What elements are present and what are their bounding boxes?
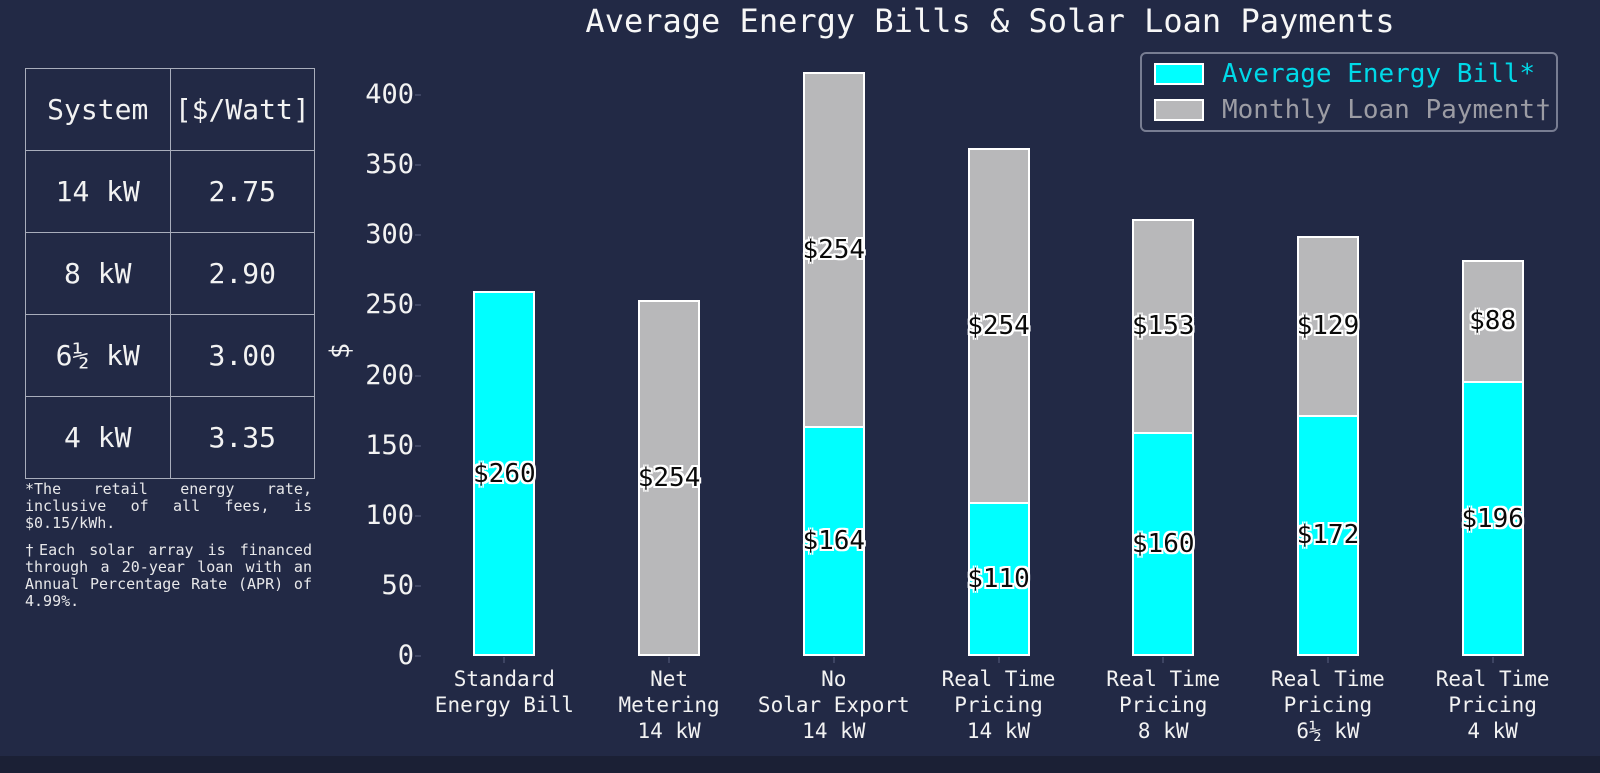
y-tick-label: 100: [365, 499, 414, 531]
table-row: 14 kW 2.75: [25, 150, 315, 233]
stacked-bar: $254: [637, 299, 701, 656]
x-tick-mark: [1326, 657, 1329, 663]
footnote-energy-rate: *The retail energy rate, inclusive of al…: [25, 480, 312, 532]
table-cell: 2.90: [169, 232, 315, 315]
bar-segment-energy-bill: $260: [473, 291, 536, 656]
price-table: System [$/Watt] 14 kW 2.75 8 kW 2.90 6½ kW 3.…: [25, 68, 315, 479]
y-tick-mark: [415, 584, 421, 587]
table-header-system: System: [25, 68, 171, 151]
x-tick-mark: [997, 657, 1000, 663]
table-cell: 8 kW: [25, 232, 171, 315]
table-header-price-per-watt: [$/Watt]: [169, 68, 315, 151]
stacked-bar: $172 $129: [1296, 235, 1360, 656]
x-category-label: Real Time Pricing 14 kW: [941, 667, 1056, 743]
bar-segment-loan-payment: $129: [1296, 235, 1360, 417]
stacked-bar: $164 $254: [802, 71, 866, 656]
table-cell: 3.00: [169, 314, 315, 397]
bar-segment-loan-payment: $88: [1461, 259, 1524, 384]
bar-segment-loan-payment: $153: [1131, 219, 1195, 434]
bar-value-label: $160: [1131, 528, 1195, 559]
y-tick-label: 400: [365, 79, 414, 111]
table-cell: 3.35: [169, 396, 315, 479]
bar-segment-energy-bill: $164: [802, 426, 866, 656]
x-tick-mark: [1162, 657, 1165, 663]
bar-segment-energy-bill: $196: [1461, 381, 1524, 656]
legend-item-loan-payment: Monthly Loan Payment†: [1154, 94, 1551, 127]
bar-value-label: $254: [637, 462, 701, 493]
y-tick-mark: [415, 94, 421, 97]
table-row: 6½ kW 3.00: [25, 314, 315, 397]
y-tick-mark: [415, 164, 421, 167]
y-tick-mark: [415, 304, 421, 307]
table-row: 4 kW 3.35: [25, 396, 315, 479]
x-category-label: Real Time Pricing 8 kW: [1106, 667, 1221, 743]
y-tick-mark: [415, 374, 421, 377]
legend-swatch-cyan-icon: [1154, 63, 1204, 86]
x-category-label: No Solar Export 14 kW: [757, 667, 910, 743]
stacked-bar: $110 $254: [967, 147, 1030, 656]
y-tick-label: 50: [381, 569, 414, 601]
table-cell: 4 kW: [25, 396, 171, 479]
bar-value-label: $172: [1296, 520, 1360, 551]
y-tick-label: 250: [365, 289, 414, 321]
chart-title: Average Energy Bills & Solar Loan Paymen…: [585, 2, 1395, 40]
bar-value-label: $110: [967, 563, 1030, 594]
y-tick-mark: [415, 234, 421, 237]
bar-value-label: $260: [473, 458, 536, 489]
legend-label: Monthly Loan Payment†: [1222, 94, 1551, 125]
bottom-strip: [0, 756, 1600, 773]
legend-swatch-silver-icon: [1154, 98, 1204, 121]
x-category-label: Net Metering 14 kW: [618, 667, 720, 743]
y-tick-label: 150: [365, 429, 414, 461]
table-cell: 14 kW: [25, 150, 171, 233]
table-header-row: System [$/Watt]: [25, 68, 315, 151]
y-tick-label: 0: [397, 640, 414, 671]
legend-item-energy-bill: Average Energy Bill*: [1154, 58, 1544, 91]
bar-value-label: $196: [1461, 503, 1524, 534]
x-category-label: Standard Energy Bill: [434, 667, 574, 717]
y-tick-mark: [415, 514, 421, 517]
bar-segment-energy-bill: $172: [1296, 414, 1360, 656]
x-category-label: Real Time Pricing 6½ kW: [1271, 667, 1385, 743]
y-tick-label: 200: [365, 359, 414, 391]
bar-segment-loan-payment: $254: [802, 71, 866, 429]
stacked-bar: $260: [473, 291, 536, 656]
y-tick-mark: [415, 444, 421, 447]
x-tick-mark: [503, 657, 506, 663]
stacked-bar: $196 $88: [1461, 259, 1524, 656]
legend-label: Average Energy Bill*: [1222, 59, 1536, 90]
bar-value-label: $164: [802, 526, 866, 556]
bar-value-label: $153: [1131, 311, 1195, 342]
bar-value-label: $129: [1296, 311, 1360, 342]
y-tick-mark: [415, 655, 421, 657]
footnote-loan-terms: †Each solar array is financed through a …: [25, 541, 312, 610]
table-cell: 6½ kW: [25, 314, 171, 397]
x-tick-mark: [832, 657, 835, 663]
legend: Average Energy Bill* Monthly Loan Paymen…: [1140, 52, 1558, 132]
bar-segment-loan-payment: $254: [967, 147, 1030, 504]
x-category-label: Real Time Pricing 4 kW: [1435, 667, 1550, 743]
stacked-bar: $160 $153: [1131, 219, 1195, 656]
y-tick-label: 300: [365, 219, 414, 251]
bar-value-label: $88: [1469, 306, 1517, 337]
y-tick-label: 350: [365, 149, 414, 181]
bar-value-label: $254: [802, 234, 866, 265]
table-cell: 2.75: [169, 150, 315, 233]
x-tick-mark: [668, 657, 671, 663]
bar-segment-energy-bill: $160: [1131, 431, 1195, 656]
bar-segment-energy-bill: $110: [967, 501, 1030, 656]
bar-segment-loan-payment: $254: [637, 299, 701, 656]
bar-value-label: $254: [967, 310, 1030, 341]
table-row: 8 kW 2.90: [25, 232, 315, 315]
x-tick-mark: [1491, 657, 1494, 663]
